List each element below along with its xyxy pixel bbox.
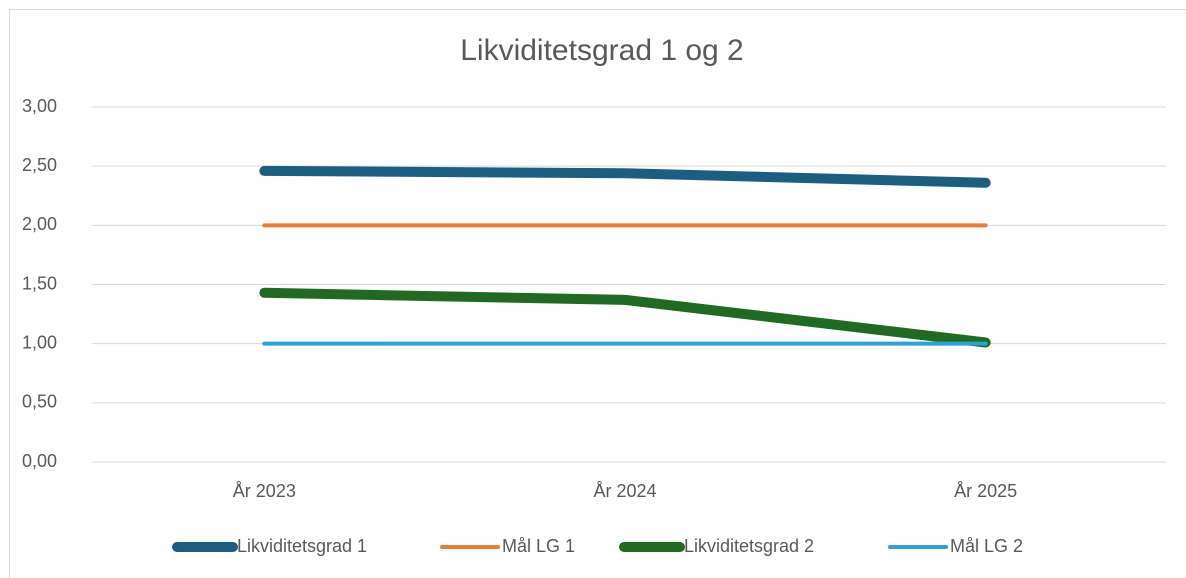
series-line xyxy=(259,165,991,188)
x-tick-label: År 2025 xyxy=(954,481,1017,501)
x-tick-label: År 2024 xyxy=(593,481,656,501)
y-tick-label: 3,00 xyxy=(22,96,57,116)
y-tick-label: 2,00 xyxy=(22,214,57,234)
y-tick-label: 1,50 xyxy=(22,273,57,293)
legend-label: Likviditetsgrad 1 xyxy=(237,536,367,556)
legend-label: Mål LG 2 xyxy=(950,536,1023,556)
y-tick-label: 1,00 xyxy=(22,332,57,352)
chart-title: Likviditetsgrad 1 og 2 xyxy=(460,34,744,67)
series-line xyxy=(259,287,991,348)
x-tick-label: År 2023 xyxy=(233,481,296,501)
y-tick-label: 0,00 xyxy=(22,451,57,471)
y-tick-label: 0,50 xyxy=(22,392,57,412)
legend-label: Mål LG 1 xyxy=(502,536,575,556)
chart-frame xyxy=(9,9,1186,578)
y-tick-label: 2,50 xyxy=(22,155,57,175)
legend-label: Likviditetsgrad 2 xyxy=(684,536,814,556)
